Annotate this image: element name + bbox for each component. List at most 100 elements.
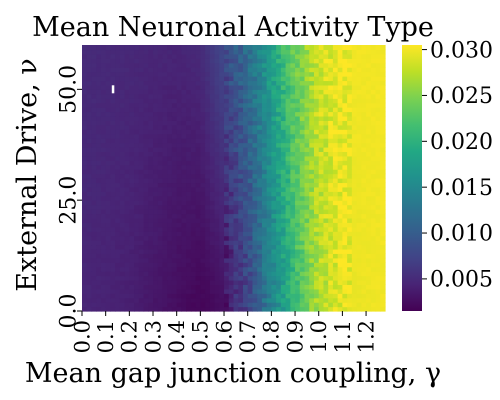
heatmap-cell — [105, 151, 111, 157]
heatmap-cell — [214, 231, 220, 237]
heatmap-cell — [323, 151, 329, 157]
heatmap-cell — [304, 200, 310, 206]
heatmap-cell — [328, 222, 334, 228]
heatmap-cell — [82, 306, 88, 312]
heatmap-cell — [143, 107, 149, 113]
heatmap-cell — [91, 102, 97, 108]
heatmap-cell — [295, 102, 301, 108]
heatmap-cell — [82, 169, 88, 175]
heatmap-cell — [115, 235, 121, 241]
heatmap-cell — [119, 164, 126, 170]
heatmap-cell — [252, 195, 258, 201]
heatmap-cell — [91, 169, 97, 175]
heatmap-cell — [228, 244, 235, 250]
heatmap-cell — [219, 93, 225, 99]
heatmap-cell — [148, 53, 154, 59]
heatmap-cell — [266, 45, 272, 51]
heatmap-cell — [271, 213, 277, 219]
heatmap-cell — [261, 222, 268, 228]
heatmap-cell — [148, 98, 154, 104]
heatmap-cell — [370, 182, 377, 188]
heatmap-cell — [238, 173, 244, 179]
heatmap-cell — [257, 186, 263, 192]
heatmap-cell — [276, 169, 282, 175]
heatmap-cell — [134, 226, 140, 232]
heatmap-cell — [380, 253, 386, 259]
heatmap-cell — [148, 284, 154, 290]
heatmap-cell — [162, 279, 168, 285]
heatmap-cell — [82, 257, 88, 263]
heatmap-cell — [129, 111, 135, 117]
heatmap-cell — [167, 67, 173, 73]
heatmap-cell — [176, 84, 183, 90]
heatmap-cell — [190, 257, 197, 263]
heatmap-cell — [318, 275, 325, 281]
heatmap-cell — [82, 173, 88, 179]
heatmap-cell — [328, 209, 334, 215]
heatmap-cell — [200, 71, 206, 77]
heatmap-cell — [143, 257, 149, 263]
y-tick-label: 25.0 — [57, 176, 82, 225]
heatmap-cell — [105, 226, 111, 232]
heatmap-cell — [238, 58, 244, 64]
heatmap-cell — [328, 253, 334, 259]
heatmap-cell — [190, 111, 197, 117]
heatmap-cell — [224, 226, 230, 232]
heatmap-cell — [91, 107, 97, 113]
heatmap-cell — [162, 67, 168, 73]
heatmap-cell — [271, 129, 277, 135]
heatmap-cell — [361, 271, 367, 277]
heatmap-cell — [214, 173, 220, 179]
heatmap-cell — [91, 222, 97, 228]
heatmap-cell — [266, 284, 272, 290]
heatmap-cell — [257, 244, 263, 250]
heatmap-cell — [276, 244, 282, 250]
heatmap-cell — [233, 306, 239, 312]
heatmap-cell — [96, 204, 102, 210]
heatmap-cell — [228, 53, 235, 59]
heatmap-cell — [186, 102, 192, 108]
heatmap-cell — [162, 271, 168, 277]
heatmap-cell — [153, 58, 159, 64]
heatmap-cell — [380, 262, 386, 268]
heatmap-cell — [195, 186, 201, 192]
heatmap-cell — [328, 124, 334, 130]
heatmap-cell — [228, 102, 235, 108]
heatmap-cell — [323, 111, 329, 117]
heatmap-cell — [328, 138, 334, 144]
heatmap-cell — [332, 195, 339, 201]
heatmap-cell — [224, 129, 230, 135]
heatmap-cell — [285, 115, 291, 121]
heatmap-cell — [195, 209, 201, 215]
heatmap-cell — [309, 217, 315, 223]
heatmap-cell — [105, 124, 111, 130]
heatmap-cell — [380, 288, 386, 294]
heatmap-cell — [176, 182, 183, 188]
heatmap-cell — [157, 84, 164, 90]
heatmap-cell — [195, 155, 201, 161]
heatmap-cell — [100, 76, 107, 82]
heatmap-cell — [351, 111, 358, 117]
heatmap-cell — [266, 306, 272, 312]
heatmap-cell — [323, 213, 329, 219]
heatmap-cell — [347, 89, 353, 95]
x-tick-label: 0.6 — [212, 320, 236, 353]
heatmap-cell — [252, 98, 258, 104]
heatmap-cell — [356, 45, 362, 51]
heatmap-cell — [162, 45, 168, 51]
heatmap-cell — [219, 284, 225, 290]
heatmap-cell — [181, 248, 187, 254]
heatmap-cell — [110, 76, 116, 82]
heatmap-cell — [176, 266, 183, 272]
heatmap-cell — [370, 129, 377, 135]
heatmap-cell — [167, 209, 173, 215]
heatmap-cell — [171, 182, 178, 188]
heatmap-cell — [124, 217, 130, 223]
heatmap-cell — [290, 204, 296, 210]
heatmap-cell — [233, 293, 239, 299]
heatmap-cell — [375, 209, 381, 215]
heatmap-cell — [375, 275, 381, 281]
heatmap-cell — [105, 204, 111, 210]
heatmap-cell — [105, 80, 111, 86]
heatmap-cell — [195, 293, 201, 299]
